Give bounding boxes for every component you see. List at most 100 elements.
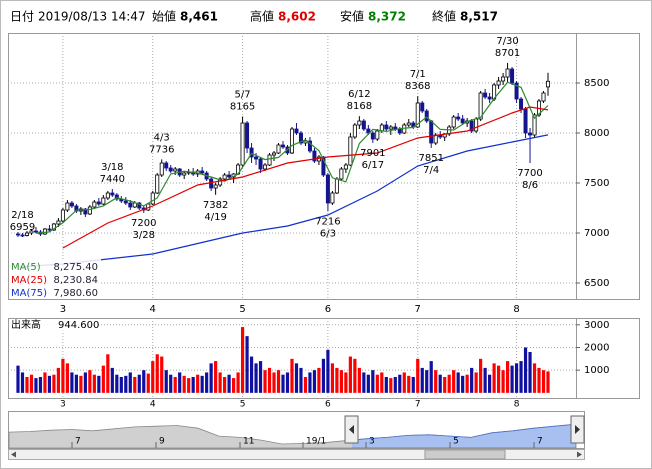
- volume-bar: [61, 358, 65, 393]
- volume-bar: [137, 374, 141, 393]
- annotation-date: 7/1: [410, 69, 426, 80]
- volume-bar: [546, 371, 550, 393]
- volume-bar: [101, 365, 105, 393]
- candle-body: [263, 164, 268, 170]
- volume-bar: [416, 358, 420, 393]
- volume-bar: [357, 367, 361, 393]
- scrollbar-arrow[interactable]: [11, 451, 16, 458]
- volume-bar: [34, 378, 38, 393]
- candle-body: [209, 178, 214, 189]
- volume-bar: [411, 376, 415, 393]
- candle-body: [15, 233, 20, 236]
- volume-bar: [348, 356, 352, 393]
- y-tick-label: 8500: [584, 78, 609, 89]
- candle-body: [33, 230, 38, 233]
- volume-bar: [321, 358, 326, 393]
- volume-bar: [470, 367, 474, 393]
- volume-bar: [303, 376, 308, 393]
- annotation-date: 8/6: [522, 180, 538, 191]
- volume-current: 944.600: [58, 320, 99, 331]
- volume-bar: [146, 373, 150, 393]
- ma-legend-value: 7,980.60: [53, 288, 98, 299]
- header-value: 8,602: [278, 10, 316, 24]
- navigator-label: 7: [75, 437, 81, 447]
- volume-bar: [290, 358, 294, 393]
- annotation-value: 7200: [131, 218, 156, 229]
- volume-bar: [429, 361, 433, 393]
- volume-bar: [276, 370, 281, 393]
- volume-bar: [205, 372, 209, 393]
- volume-bar: [366, 374, 370, 393]
- candle-body: [227, 174, 232, 178]
- volume-bar: [362, 372, 366, 393]
- volume-bar: [74, 374, 78, 393]
- candle-body: [280, 144, 285, 148]
- volume-bar: [317, 367, 321, 393]
- volume-bar: [488, 374, 492, 393]
- candle-body: [101, 197, 106, 205]
- volume-bar: [249, 356, 254, 393]
- moving-average-line: [17, 134, 549, 268]
- scrollbar-thumb[interactable]: [424, 449, 506, 460]
- candle-body: [218, 178, 223, 186]
- annotation-value: 7736: [149, 144, 174, 155]
- volume-bar: [231, 378, 236, 393]
- candle-body: [451, 116, 456, 128]
- y-tick-label: 6500: [584, 278, 609, 289]
- candle-body: [245, 122, 250, 149]
- volume-bar: [182, 375, 186, 393]
- volume-bar: [97, 375, 101, 393]
- ma-legend-box: [9, 259, 101, 299]
- volume-title: 出来高: [11, 318, 41, 331]
- volume-bar: [294, 363, 299, 393]
- y-tick-label: 7000: [584, 228, 609, 239]
- candle-body: [65, 202, 70, 211]
- candle-body: [469, 120, 474, 132]
- volume-bar: [119, 376, 123, 393]
- candle-body: [514, 82, 519, 100]
- volume-bar: [169, 374, 173, 393]
- volume-bar: [335, 367, 339, 393]
- ma-legend-value: 8,275.40: [53, 262, 98, 273]
- candle-body: [69, 202, 74, 207]
- candle-body: [123, 200, 128, 204]
- volume-bar: [492, 363, 496, 393]
- volume-bar: [56, 367, 61, 393]
- navigator-label: 7: [537, 437, 543, 447]
- volume-bar: [106, 354, 110, 393]
- volume-bar: [258, 361, 263, 393]
- ma-legend-name: MA(75): [11, 288, 47, 299]
- price-panel: [8, 33, 640, 300]
- volume-bar: [308, 372, 312, 393]
- annotation-date: 4/19: [204, 212, 226, 223]
- candle-body: [24, 232, 29, 236]
- annotation-value: 7216: [315, 216, 340, 227]
- x-tick-label: 7: [415, 304, 421, 315]
- annotation-date: 4/3: [154, 132, 170, 143]
- candle-body: [429, 120, 434, 144]
- candle-body: [375, 130, 380, 140]
- volume-bar: [133, 376, 137, 393]
- annotation-value: 7382: [203, 200, 228, 211]
- volume-bar: [452, 370, 456, 393]
- annotation-date: 3/28: [133, 230, 155, 241]
- candle-body: [343, 164, 348, 170]
- header-label: 終値: [432, 9, 456, 24]
- header-label: 始値: [152, 9, 176, 24]
- annotation-date: 6/12: [348, 89, 370, 100]
- candle-body: [222, 174, 227, 180]
- navigator-label: 9: [159, 437, 165, 447]
- candle-body: [276, 144, 281, 154]
- candle-body: [20, 234, 25, 237]
- annotation-value: 7700: [517, 168, 542, 179]
- volume-bar: [160, 356, 164, 393]
- scrollbar-arrow[interactable]: [577, 451, 582, 458]
- candle-body: [339, 168, 344, 180]
- candle-body: [173, 168, 178, 172]
- volume-bar: [541, 370, 546, 393]
- candle-body: [249, 147, 254, 158]
- header-value: 8,517: [460, 10, 498, 24]
- volume-bar: [299, 367, 303, 393]
- volume-bar: [236, 372, 240, 393]
- candle-body: [200, 170, 205, 174]
